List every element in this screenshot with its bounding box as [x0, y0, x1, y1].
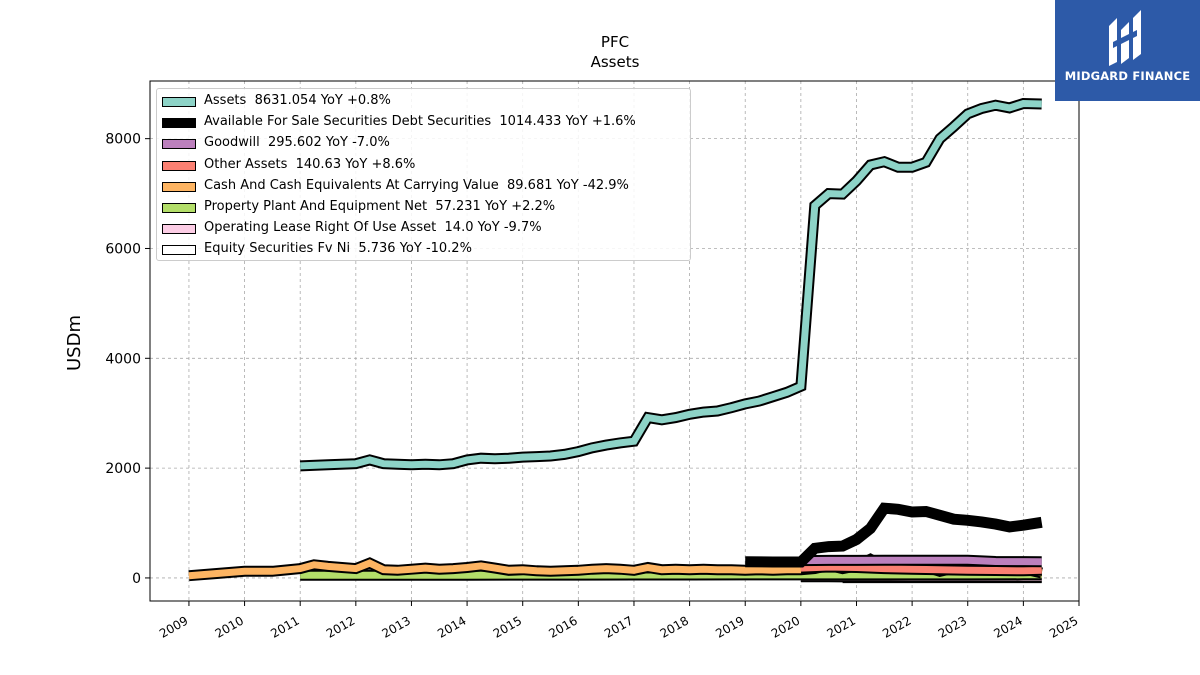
series-line-goodwill: [800, 556, 1042, 566]
y-axis-label: USDm: [64, 315, 85, 371]
x-tick-label: 2011: [268, 613, 301, 640]
legend-swatch: [162, 160, 196, 171]
x-tick-label: 2010: [213, 613, 246, 640]
x-tick-label: 2016: [546, 613, 579, 640]
plot-frame: [149, 80, 1080, 602]
legend-item: Available For Sale Securities Debt Secur…: [157, 113, 690, 131]
x-tick-label: 2015: [491, 613, 524, 640]
y-tick-label: 0: [132, 571, 141, 587]
x-tick-label: 2018: [658, 613, 691, 640]
chart-subtitle: Assets: [591, 53, 640, 71]
legend-item: Other Assets 140.63 YoY +8.6%: [157, 156, 690, 174]
chart-title: PFC: [601, 33, 629, 51]
legend-item: Assets 8631.054 YoY +0.8%: [157, 92, 690, 110]
legend-swatch: [162, 118, 196, 129]
x-tick-label: 2023: [936, 613, 969, 640]
series-line-other-assets: [800, 563, 1042, 575]
legend-label: Other Assets 140.63 YoY +8.6%: [204, 156, 416, 172]
legend-label: Cash And Cash Equivalents At Carrying Va…: [204, 177, 629, 193]
y-tick-label: 8000: [105, 132, 141, 148]
legend-label: Operating Lease Right Of Use Asset 14.0 …: [204, 220, 542, 236]
y-tick-label: 6000: [105, 241, 141, 257]
x-tick-label: 2014: [435, 613, 468, 640]
x-tick-label: 2019: [713, 613, 746, 640]
legend-item: Cash And Cash Equivalents At Carrying Va…: [157, 177, 690, 195]
legend-swatch: [162, 97, 196, 107]
legend-item: Goodwill 295.602 YoY -7.0%: [157, 134, 690, 152]
x-tick-label: 2024: [991, 613, 1024, 640]
series-outline-available-for-sale-securities-debt-securities: [745, 502, 1043, 568]
series-layer: [188, 97, 1043, 584]
series-line-assets: [300, 99, 1042, 470]
midgard-logo-icon: [1109, 10, 1141, 66]
legend-item: Equity Securities Fv Ni 5.736 YoY -10.2%: [157, 240, 690, 258]
x-tick-label: 2012: [324, 613, 357, 640]
legend-swatch: [162, 139, 196, 150]
x-tick-label: 2021: [825, 613, 858, 640]
legend-swatch: [162, 245, 196, 256]
legend-swatch: [162, 181, 196, 192]
y-tick-label: 2000: [105, 461, 141, 477]
legend-swatch: [162, 224, 196, 235]
legend-label: Goodwill 295.602 YoY -7.0%: [204, 135, 390, 151]
legend-label: Equity Securities Fv Ni 5.736 YoY -10.2%: [204, 241, 472, 257]
legend-item: Property Plant And Equipment Net 57.231 …: [157, 198, 690, 216]
x-tick-label: 2017: [602, 613, 635, 640]
legend-swatch: [162, 203, 196, 213]
brand-logo: MIDGARD FINANCE: [1055, 0, 1200, 101]
x-tick-label: 2009: [157, 613, 190, 640]
logo-text: MIDGARD FINANCE: [1064, 69, 1191, 83]
legend: Assets 8631.054 YoY +0.8% Available For S…: [156, 88, 691, 261]
x-tick-label: 2022: [880, 613, 913, 640]
x-tick-label: 2013: [380, 613, 413, 640]
x-tick-label: 2025: [1047, 613, 1080, 640]
legend-label: Available For Sale Securities Debt Secur…: [204, 114, 636, 130]
x-tick-label: 2020: [769, 613, 802, 640]
legend-label: Property Plant And Equipment Net 57.231 …: [204, 199, 556, 214]
y-tick-label: 4000: [105, 351, 141, 367]
legend-label: Assets 8631.054 YoY +0.8%: [204, 93, 391, 108]
legend-item: Operating Lease Right Of Use Asset 14.0 …: [157, 219, 690, 237]
